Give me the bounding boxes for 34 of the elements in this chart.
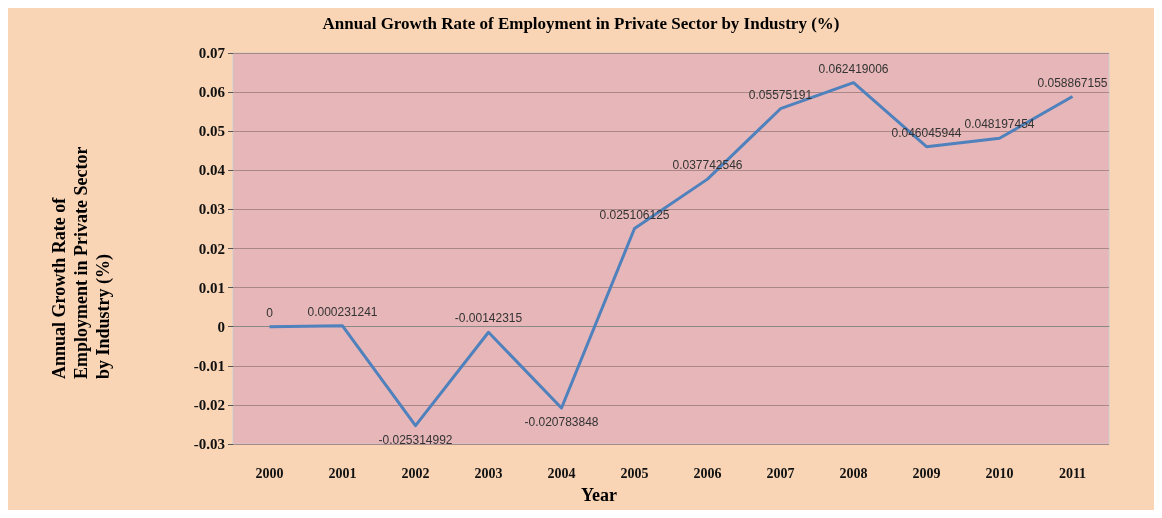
data-label: 0 [266,305,274,320]
x-tick-label: 2001 [328,465,357,481]
y-tick-label: 0.07 [198,45,226,61]
data-label: 0.062419006 [818,61,889,76]
x-tick-label: 2009 [912,465,941,481]
x-tick-label: 2010 [985,465,1014,481]
y-tick-label: -0.02 [193,396,225,413]
y-axis-title: Annual Growth Rate of Employment in Private Sector by Industry (%) [49,142,114,379]
y-tick-label: 0.04 [198,162,226,179]
y-tick-label: 0.03 [198,201,225,218]
chart-title: Annual Growth Rate of Employment in Private Sector by Industry (%) [322,14,840,33]
x-tick-label: 2002 [401,465,430,481]
x-axis-title: Year [581,485,617,505]
data-label: -0.020783848 [524,414,599,429]
data-label: -0.00142315 [454,311,523,326]
x-tick-label: 2000 [255,465,284,481]
data-label: 0.000231241 [307,304,378,319]
x-tick-label: 2005 [620,465,649,481]
x-tick-label: 2003 [474,465,503,481]
y-tick-label: -0.01 [193,357,225,374]
x-tick-label: 2004 [547,465,576,481]
x-tick-label: 2008 [839,465,868,481]
y-tick-label: 0.05 [198,123,225,140]
y-tick-label: 0.06 [198,84,226,101]
data-label: -0.025314992 [378,432,453,447]
y-tick-label: -0.03 [193,436,225,452]
x-tick-label: 2006 [693,465,722,481]
data-label: 0.058867155 [1037,75,1108,90]
y-tick-label: 0 [217,318,225,335]
data-label: 0.05575191 [748,87,813,102]
y-tick-label: 0.01 [198,279,225,296]
x-tick-label: 2007 [766,465,795,481]
y-tick-label: 0.02 [198,240,225,257]
x-tick-label: 2011 [1058,465,1087,481]
